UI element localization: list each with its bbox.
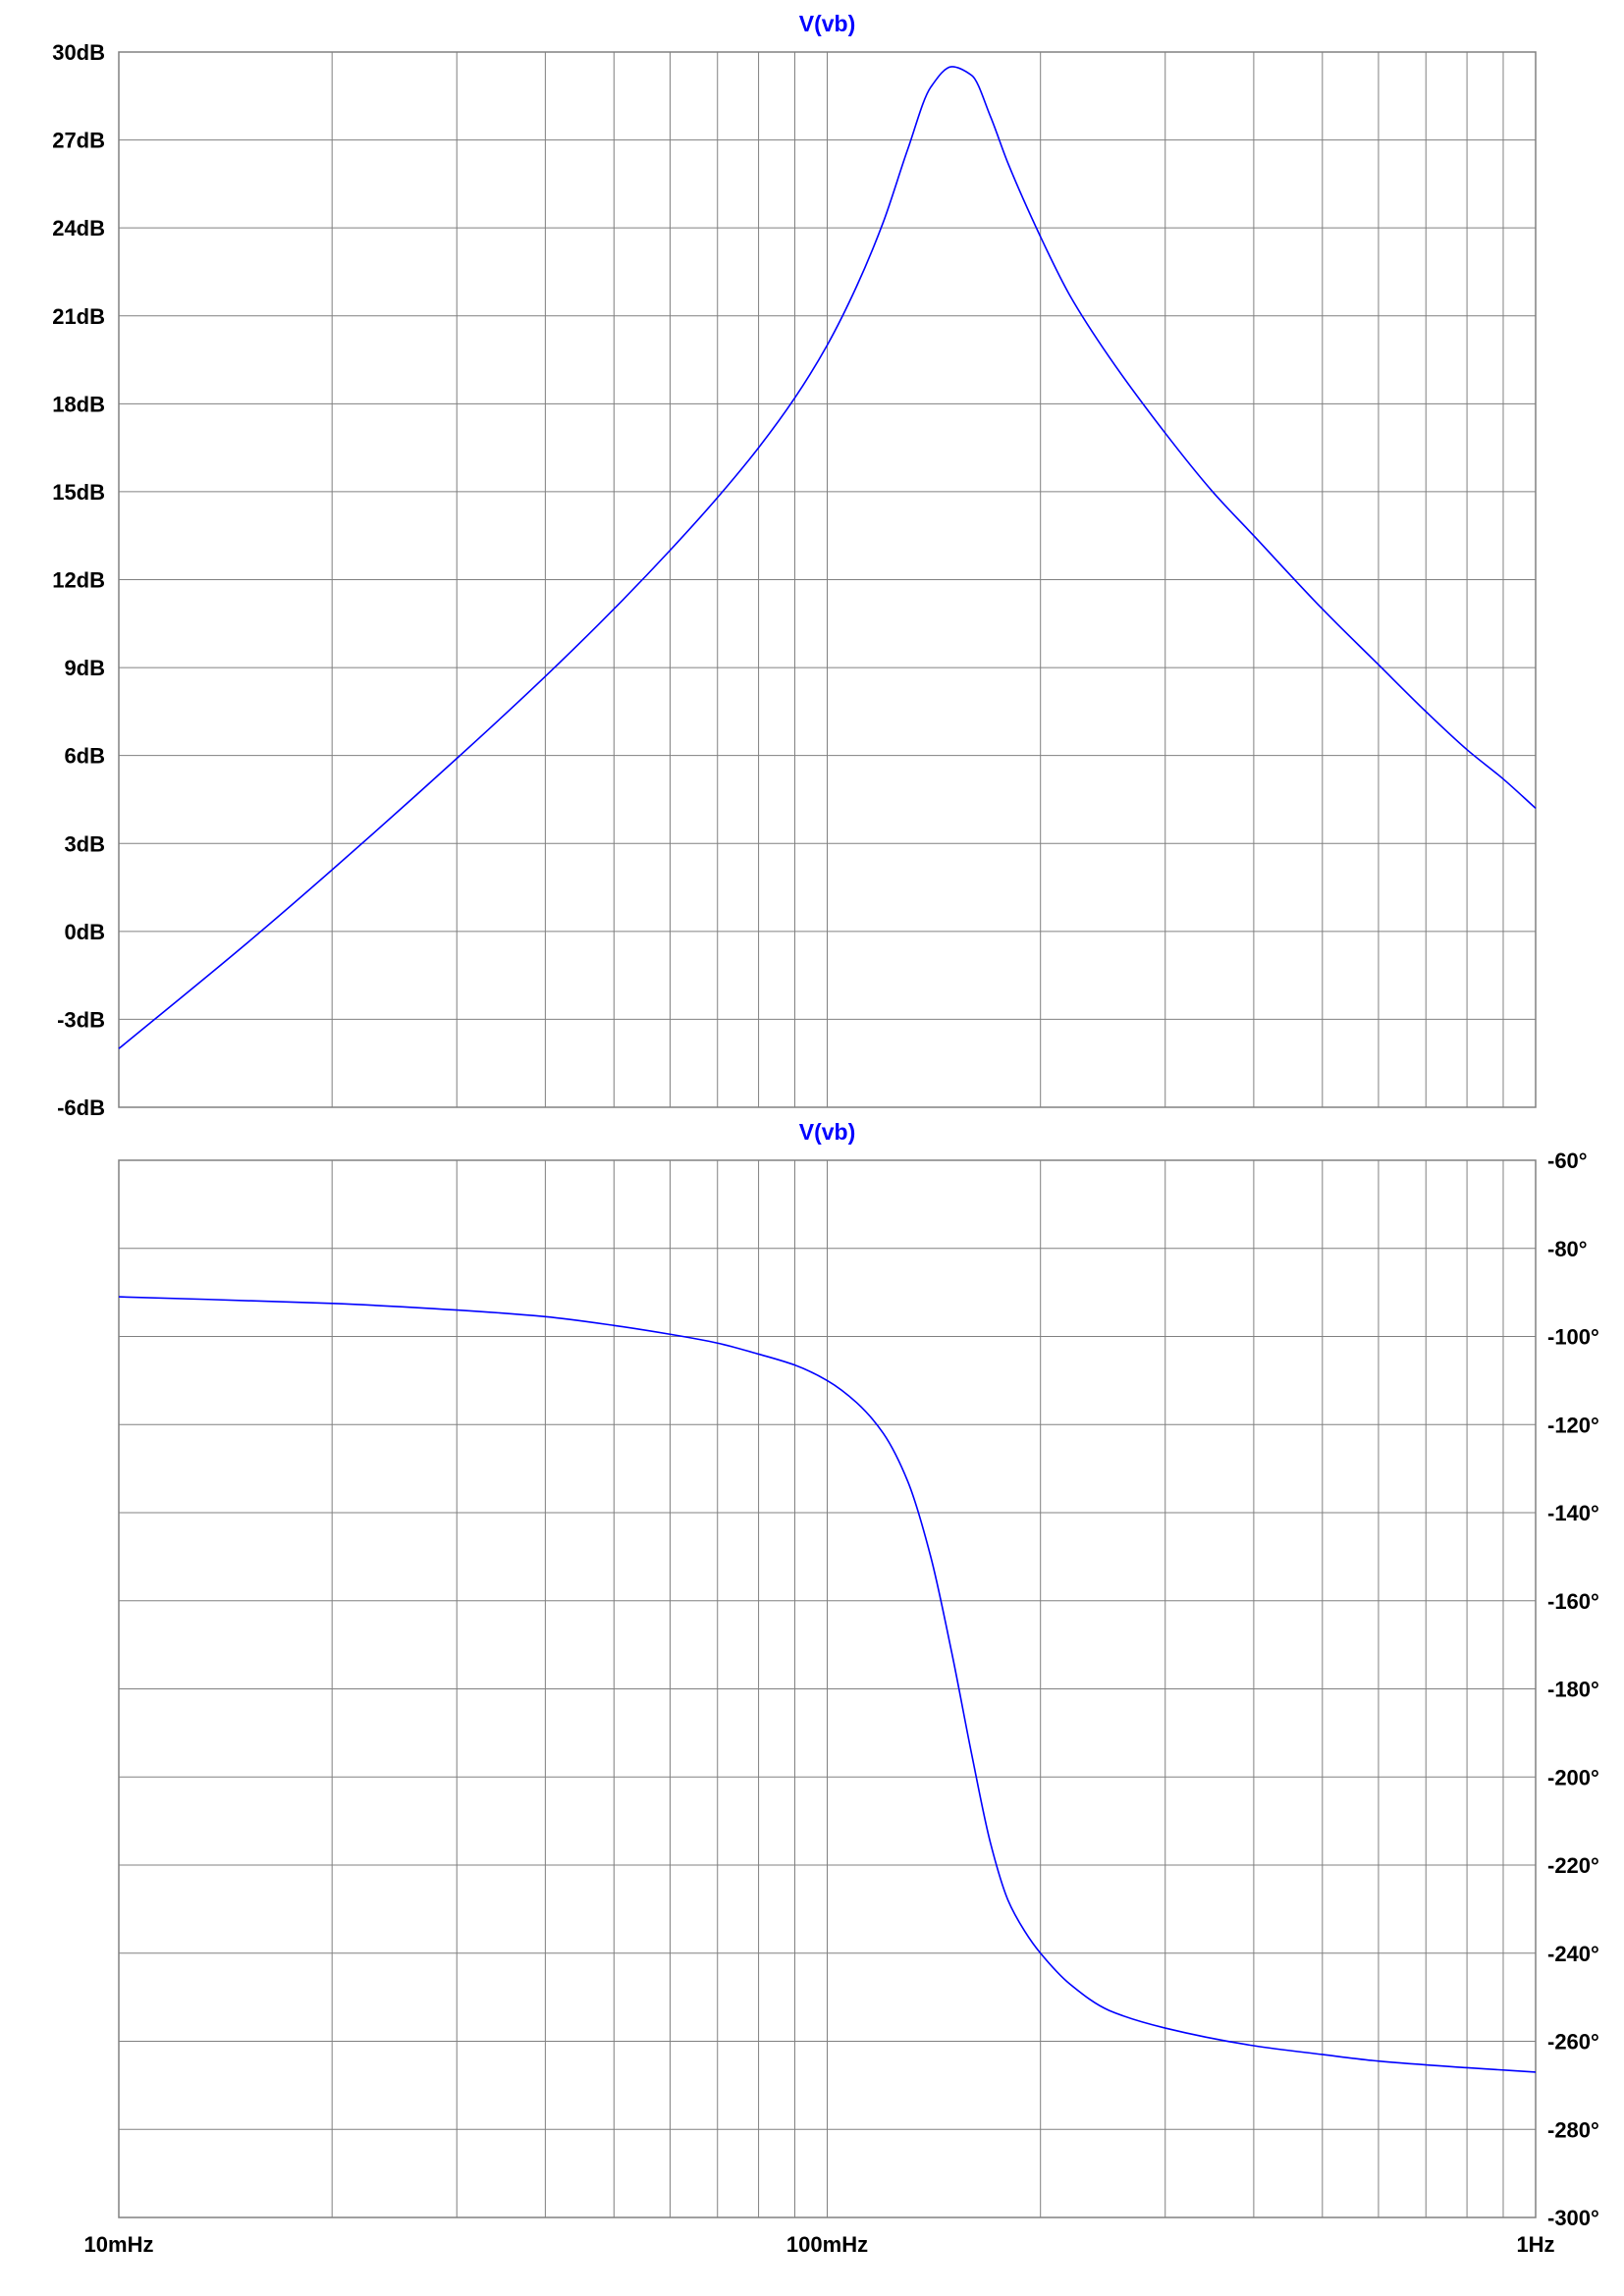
phase-y-tick-label: -220° <box>1547 1853 1599 1878</box>
magnitude-y-tick-label: 12dB <box>52 568 105 593</box>
phase-trace <box>118 1296 1537 2073</box>
magnitude-y-tick-label: 9dB <box>64 656 105 680</box>
magnitude-y-tick-label: 0dB <box>64 920 105 944</box>
phase-y-tick-label: -140° <box>1547 1501 1599 1525</box>
phase-y-tick-label: -200° <box>1547 1765 1599 1789</box>
phase-x-tick-label: 10mHz <box>84 2232 154 2257</box>
magnitude-y-tick-label: 15dB <box>52 480 105 505</box>
magnitude-y-tick-label: 21dB <box>52 304 105 329</box>
phase-x-tick-label: 1Hz <box>1516 2232 1554 2257</box>
magnitude-y-tick-labels: 30dB 27dB 24dB 21dB 18dB 15dB 12dB 9dB 6dB 3dB 0dB… <box>52 40 105 1120</box>
phase-y-tick-label: -120° <box>1547 1413 1599 1437</box>
phase-x-tick-labels: 10mHz 100mHz 1Hz <box>84 2232 1555 2257</box>
magnitude-y-tick-label: 6dB <box>64 744 105 769</box>
phase-y-tick-label: -240° <box>1547 1942 1599 1966</box>
phase-y-tick-label: -180° <box>1547 1678 1599 1702</box>
magnitude-plot-frame <box>118 51 1537 1108</box>
phase-y-tick-label: -160° <box>1547 1589 1599 1614</box>
magnitude-y-tick-label: -3dB <box>57 1007 105 1032</box>
magnitude-y-tick-label: 3dB <box>64 831 105 856</box>
phase-title: V(vb) <box>799 1119 856 1145</box>
magnitude-y-tick-label: 24dB <box>52 216 105 240</box>
phase-plot-frame <box>118 1159 1537 2218</box>
phase-y-tick-label: -260° <box>1547 2030 1599 2055</box>
magnitude-panel: 30dB 27dB 24dB 21dB 18dB 15dB 12dB 9dB 6dB 3dB 0dB… <box>52 11 1537 1120</box>
phase-y-tick-label: -60° <box>1547 1148 1588 1173</box>
magnitude-grid <box>119 52 1536 1107</box>
magnitude-y-tick-label: 27dB <box>52 129 105 153</box>
magnitude-y-tick-label: 18dB <box>52 392 105 416</box>
magnitude-y-tick-label: 30dB <box>52 40 105 65</box>
magnitude-y-tick-label: -6dB <box>57 1095 105 1120</box>
magnitude-trace <box>118 66 1537 1049</box>
phase-y-tick-label: -80° <box>1547 1237 1588 1261</box>
phase-y-tick-label: -300° <box>1547 2206 1599 2230</box>
phase-x-tick-label: 100mHz <box>786 2232 868 2257</box>
phase-panel: -60° -80° -100° -120° -140° -160° -180° -200° -2… <box>84 1119 1599 2257</box>
phase-y-tick-label: -280° <box>1547 2117 1599 2142</box>
magnitude-title: V(vb) <box>799 11 856 36</box>
phase-y-tick-labels: -60° -80° -100° -120° -140° -160° -180° -200° -2… <box>1547 1148 1599 2230</box>
phase-y-tick-label: -100° <box>1547 1325 1599 1350</box>
phase-grid <box>119 1160 1536 2217</box>
